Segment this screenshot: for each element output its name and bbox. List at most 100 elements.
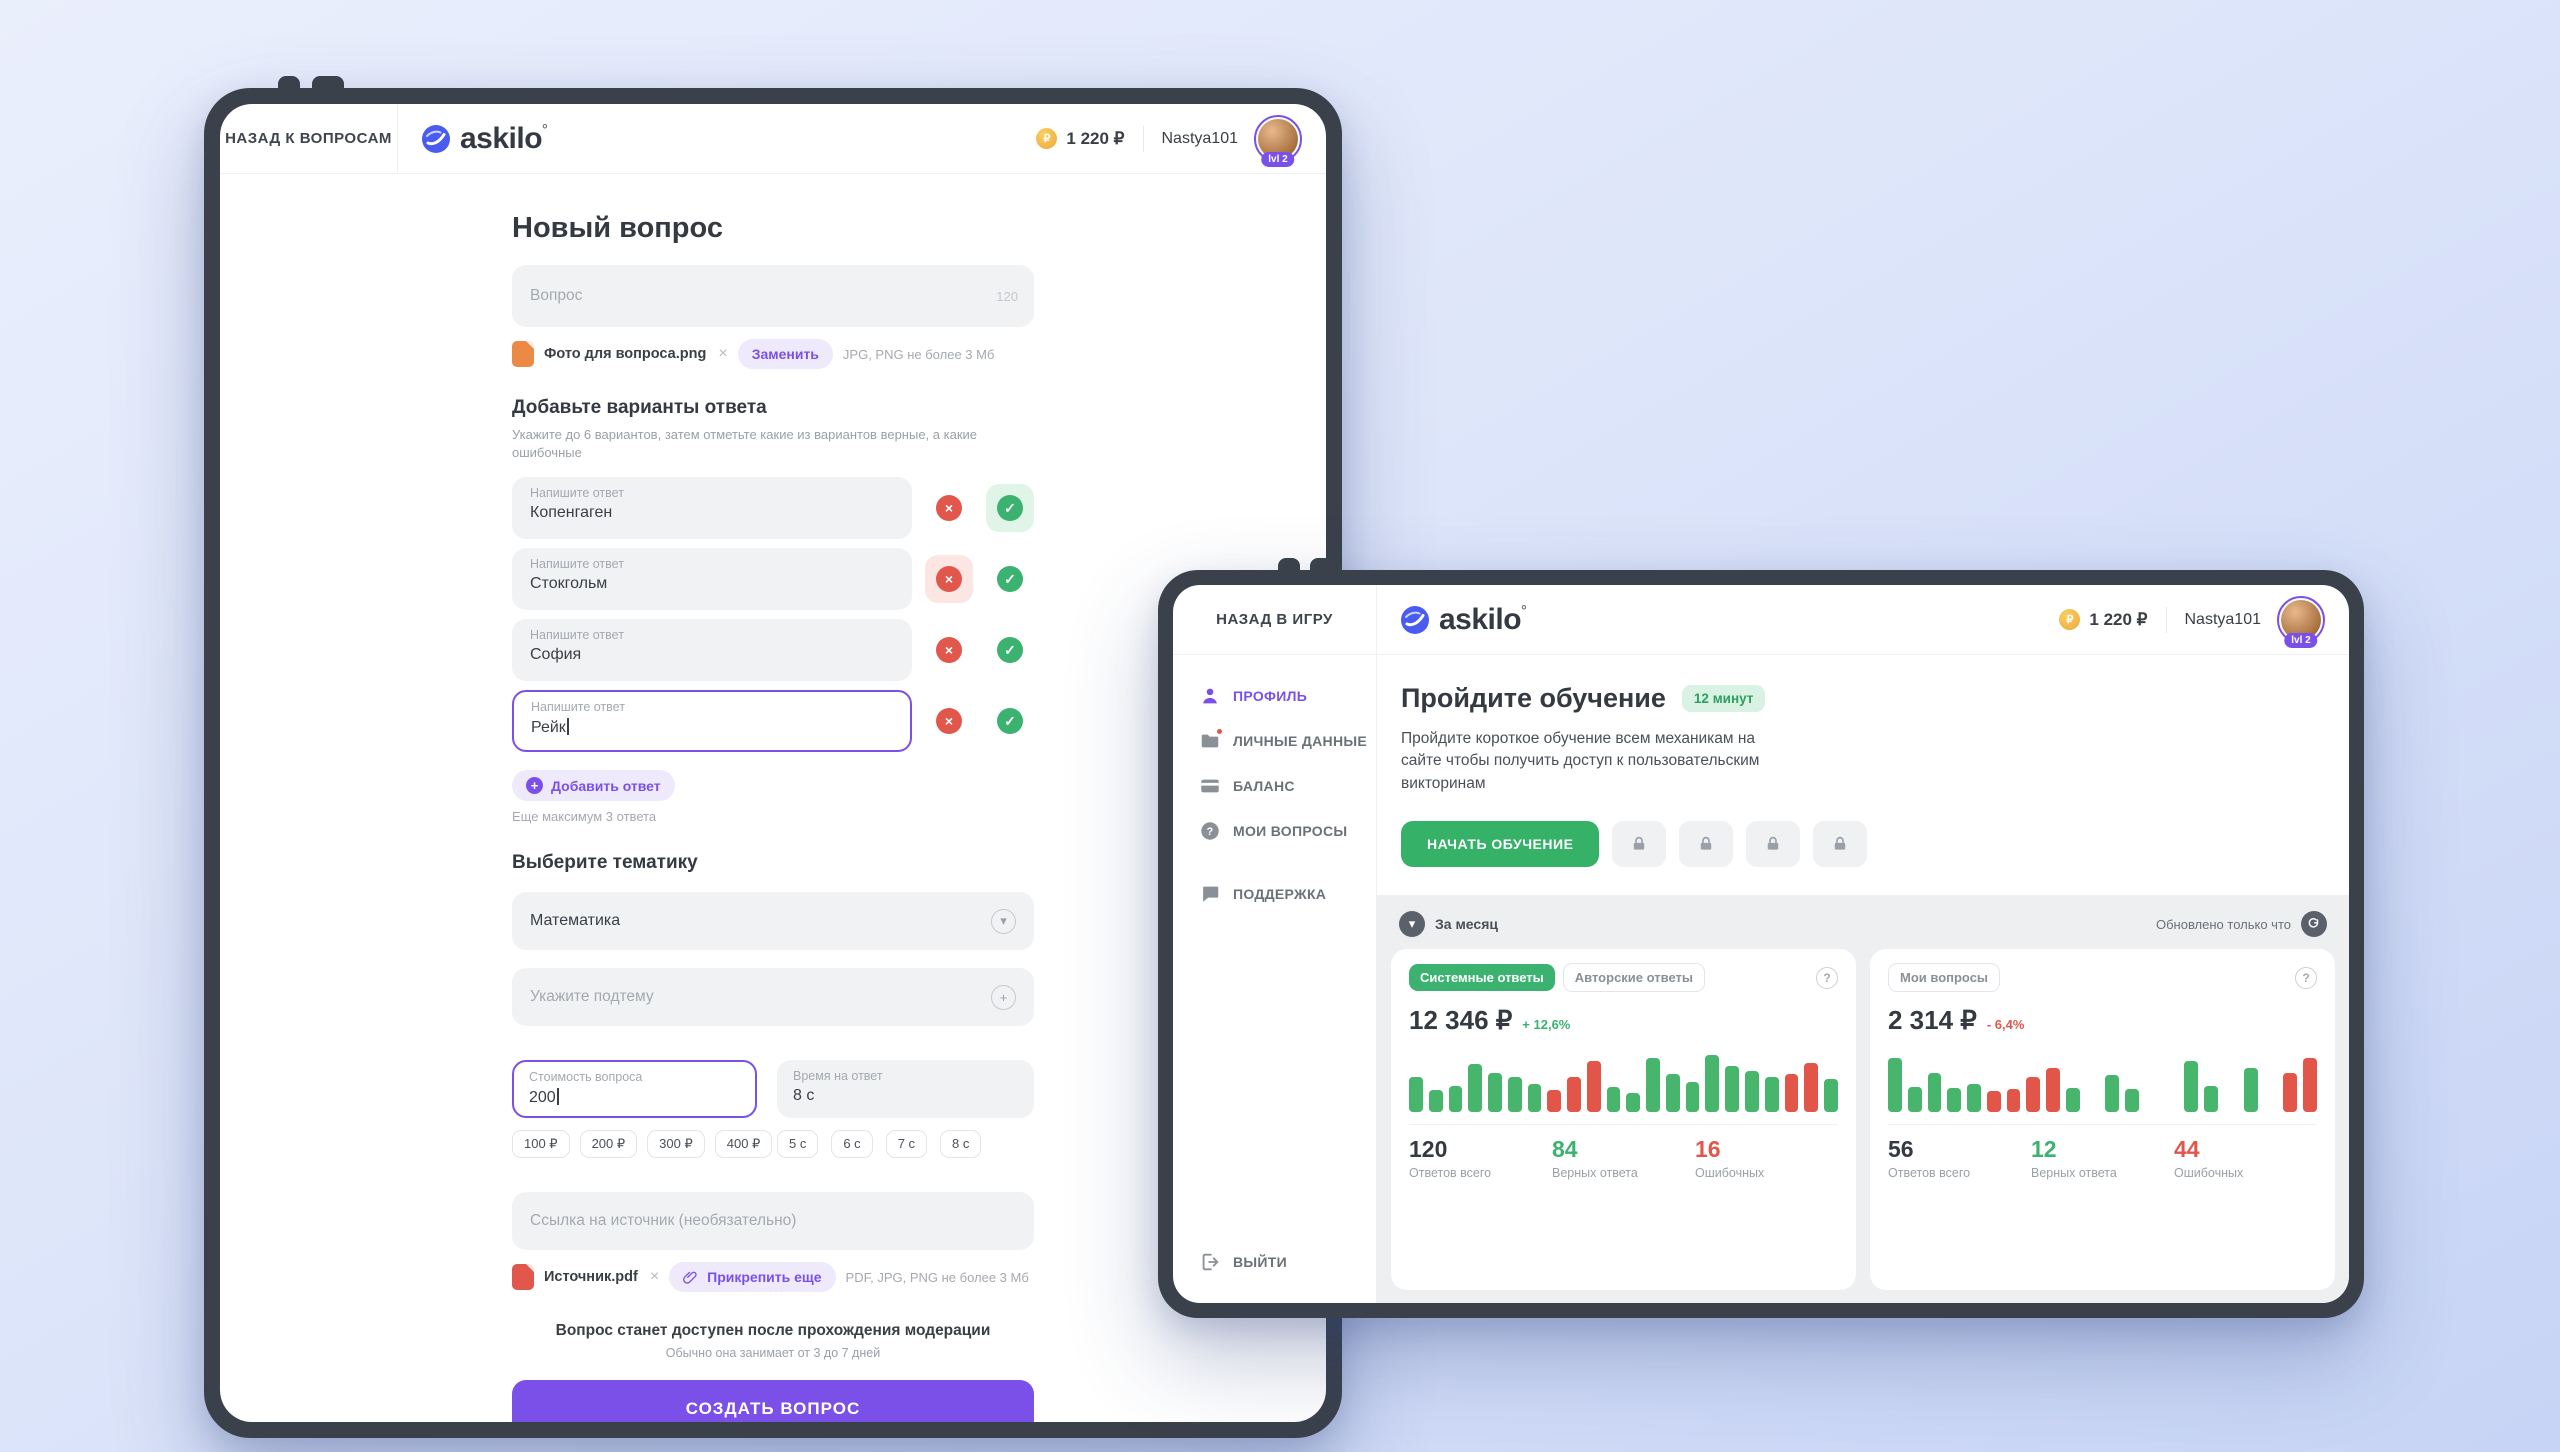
mark-correct-button[interactable]: ✓ <box>986 697 1034 745</box>
text-caret <box>556 1088 559 1106</box>
answer-input-1[interactable]: Напишите ответ Копенгаген <box>512 477 912 540</box>
topic-select[interactable]: Математика ▾ <box>512 892 1034 951</box>
wrong-icon: × <box>936 637 962 664</box>
username[interactable]: Nastya101 <box>1161 129 1239 147</box>
price-value: 200 <box>529 1088 740 1107</box>
chat-icon <box>1199 883 1221 905</box>
editor-topbar: НАЗАД К ВОПРОСАМ askilo° ₽ 1 220 ₽ Nasty… <box>220 104 1326 174</box>
avatar[interactable]: lvl 2 <box>1254 114 1302 167</box>
tab-system-answers[interactable]: Системные ответы <box>1409 964 1555 992</box>
avatar[interactable]: lvl 2 <box>2277 595 2325 648</box>
wrong-answers: 16 Ошибочных <box>1695 1136 1765 1181</box>
answer-label: Напишите ответ <box>530 486 624 501</box>
logo: askilo° <box>422 121 548 156</box>
onboarding-description: Пройдите короткое обучение всем механика… <box>1401 730 1760 792</box>
sidebar-label: БАЛАНС <box>1233 778 1295 794</box>
mark-wrong-button[interactable]: × <box>925 697 973 745</box>
refresh-icon[interactable] <box>2301 911 2327 938</box>
sidebar-item-profile[interactable]: ПРОФИЛЬ <box>1199 685 1376 707</box>
period-label[interactable]: За месяц <box>1435 916 1498 933</box>
image-file-icon <box>512 341 534 367</box>
price-chip[interactable]: 400 ₽ <box>714 1130 773 1159</box>
tab-my-questions[interactable]: Мои вопросы <box>1888 963 2001 993</box>
help-icon[interactable]: ? <box>2295 966 2317 989</box>
correct-icon: ✓ <box>997 637 1023 664</box>
paperclip-icon <box>683 1269 699 1285</box>
editor-window: НАЗАД К ВОПРОСАМ askilo° ₽ 1 220 ₽ Nasty… <box>204 76 1342 1438</box>
sidebar: ПРОФИЛЬ ЛИЧНЫЕ ДАННЫЕ БАЛАНС <box>1173 655 1377 1303</box>
time-chip[interactable]: 8 с <box>940 1130 982 1159</box>
create-question-button[interactable]: СОЗДАТЬ ВОПРОС <box>512 1380 1034 1422</box>
balance[interactable]: 1 220 ₽ <box>2089 609 2148 629</box>
correct-icon: ✓ <box>997 708 1023 735</box>
mark-wrong-button[interactable]: × <box>925 484 973 532</box>
sidebar-item-balance[interactable]: БАЛАНС <box>1199 775 1376 797</box>
lock-icon <box>1762 835 1784 853</box>
sidebar-item-my-questions[interactable]: ? МОИ ВОПРОСЫ <box>1199 820 1376 842</box>
question-circle-icon: ? <box>1199 820 1221 842</box>
price-chip[interactable]: 300 ₽ <box>647 1130 705 1159</box>
subtopic-input[interactable]: Укажите подтему + <box>512 968 1034 1027</box>
divider <box>1142 125 1144 152</box>
profile-topbar: НАЗАД В ИГРУ askilo° ₽ 1 220 ₽ Nastya101… <box>1173 585 2349 655</box>
mark-wrong-button[interactable]: × <box>925 555 973 604</box>
remove-photo-icon[interactable]: × <box>718 345 728 362</box>
attach-more-label: Прикрепить еще <box>707 1269 822 1286</box>
logo-text: askilo° <box>1439 602 1527 636</box>
replace-photo-button[interactable]: Заменить <box>737 339 833 369</box>
remove-source-icon[interactable]: × <box>649 1268 660 1286</box>
photo-attachment-row: Фото для вопроса.png × Заменить JPG, PNG… <box>512 339 1034 369</box>
sidebar-item-personal-data[interactable]: ЛИЧНЫЕ ДАННЫЕ <box>1199 727 1376 752</box>
answer-input-4[interactable]: Напишите ответ Рейк <box>512 690 912 753</box>
logout-button[interactable]: ВЫЙТИ <box>1199 1251 1376 1273</box>
device-button <box>1278 558 1300 584</box>
answer-label: Напишите ответ <box>530 628 624 643</box>
help-icon[interactable]: ? <box>1816 966 1838 989</box>
mark-correct-button[interactable]: ✓ <box>986 626 1034 674</box>
stats-panel: ▾ За месяц Обновлено только что Системны… <box>1377 895 2349 1303</box>
username[interactable]: Nastya101 <box>2184 610 2262 628</box>
tab-author-answers[interactable]: Авторские ответы <box>1562 963 1705 993</box>
back-to-game-button[interactable]: НАЗАД В ИГРУ <box>1173 585 1377 654</box>
wrong-icon: × <box>936 708 962 735</box>
attach-more-button[interactable]: Прикрепить еще <box>669 1262 836 1293</box>
answers-bar-chart <box>1409 1048 1838 1113</box>
collapse-chevron-icon[interactable]: ▾ <box>1399 911 1425 938</box>
balance[interactable]: 1 220 ₽ <box>1066 128 1125 148</box>
profile-main: Пройдите обучение 12 минут Пройдите коро… <box>1377 655 2349 1303</box>
locked-step <box>1746 821 1801 868</box>
topic-value: Математика <box>530 912 621 930</box>
folder-icon <box>1199 727 1224 752</box>
time-input[interactable]: Время на ответ 8 с <box>777 1060 1034 1119</box>
time-chip[interactable]: 5 с <box>777 1130 819 1159</box>
mark-wrong-button[interactable]: × <box>925 626 973 674</box>
time-chip[interactable]: 7 с <box>885 1130 928 1159</box>
logo-text: askilo° <box>460 121 548 155</box>
back-to-questions-button[interactable]: НАЗАД К ВОПРОСАМ <box>220 104 398 173</box>
logo-mark: ° <box>1521 602 1527 618</box>
price-chip[interactable]: 100 ₽ <box>512 1130 570 1159</box>
sidebar-item-support[interactable]: ПОДДЕРЖКА <box>1199 883 1376 905</box>
wrong-icon: × <box>936 495 962 522</box>
time-chip[interactable]: 6 с <box>831 1130 873 1159</box>
mark-correct-button[interactable]: ✓ <box>986 555 1034 603</box>
mark-correct-button[interactable]: ✓ <box>986 484 1034 533</box>
answer-label: Напишите ответ <box>530 557 624 572</box>
level-badge: lvl 2 <box>2284 632 2318 648</box>
add-answer-button[interactable]: + Добавить ответ <box>512 770 675 802</box>
question-placeholder: Вопрос <box>530 287 583 304</box>
source-placeholder: Ссылка на источник (необязательно) <box>530 1212 797 1230</box>
lock-icon <box>1829 835 1851 853</box>
sidebar-label: ПОДДЕРЖКА <box>1233 886 1327 902</box>
onboarding-title: Пройдите обучение <box>1401 683 1666 713</box>
question-input[interactable]: Вопрос 120 <box>512 265 1034 327</box>
price-input[interactable]: Стоимость вопроса 200 <box>512 1060 757 1119</box>
coin-icon: ₽ <box>1036 128 1058 149</box>
moderation-note: Вопрос станет доступен после прохождения… <box>512 1322 1034 1360</box>
answer-input-2[interactable]: Напишите ответ Стокгольм <box>512 548 912 611</box>
correct-icon: ✓ <box>997 566 1023 593</box>
answer-input-3[interactable]: Напишите ответ София <box>512 619 912 682</box>
start-training-button[interactable]: НАЧАТЬ ОБУЧЕНИЕ <box>1401 821 1600 868</box>
source-link-input[interactable]: Ссылка на источник (необязательно) <box>512 1192 1034 1251</box>
price-chip[interactable]: 200 ₽ <box>579 1130 638 1159</box>
